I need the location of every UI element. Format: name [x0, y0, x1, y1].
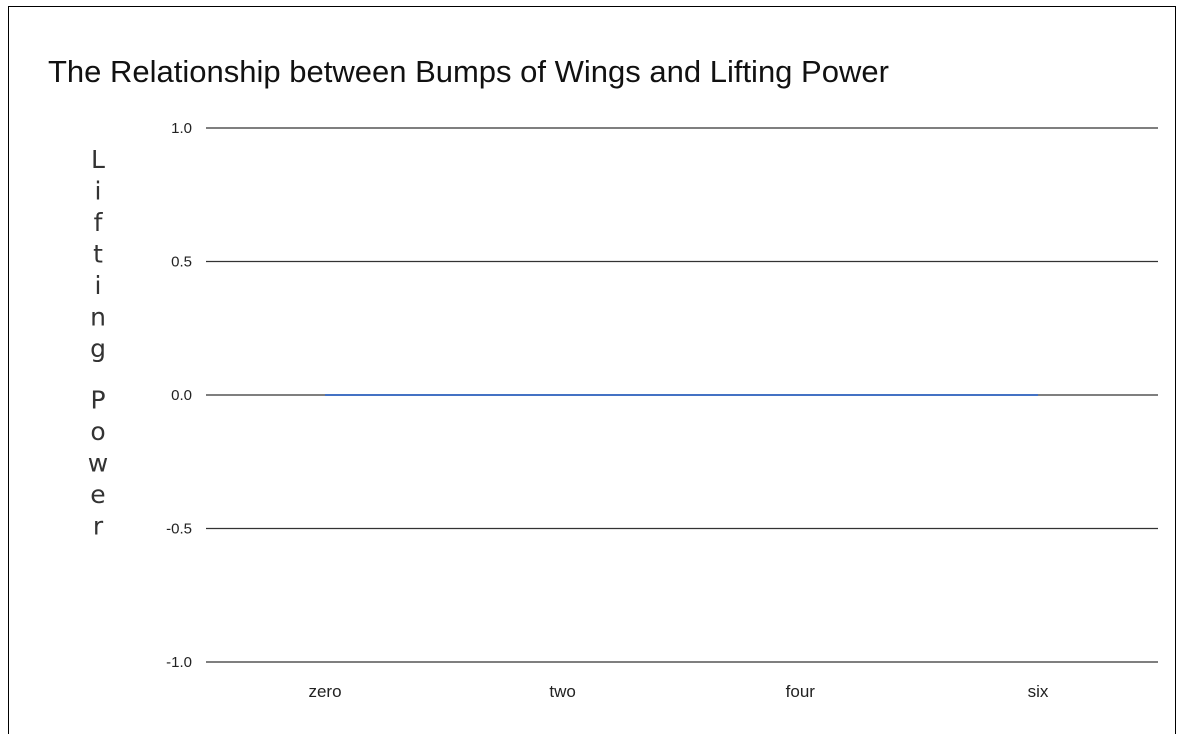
y-axis-label-char: f: [94, 208, 104, 237]
x-tick-label: four: [786, 682, 816, 701]
chart-title: The Relationship between Bumps of Wings …: [48, 54, 889, 89]
y-axis-label-char: L: [91, 145, 105, 174]
y-axis-label-char: t: [93, 240, 103, 269]
y-axis-label-char: i: [95, 271, 102, 300]
y-tick-label: 0.5: [171, 254, 192, 271]
y-tick-labels: 1.0 0.5 0.0 -0.5 -1.0: [166, 120, 192, 671]
y-axis-label-char: r: [93, 512, 104, 541]
y-tick-label: -0.5: [166, 521, 192, 538]
y-axis-label-char: n: [90, 303, 106, 332]
y-axis-label-char: g: [90, 334, 106, 363]
y-axis-label-char: e: [90, 480, 105, 509]
y-tick-label: -1.0: [166, 654, 192, 671]
y-axis-label-char: i: [95, 177, 102, 206]
x-tick-label: zero: [308, 682, 341, 701]
y-axis-label-char: o: [90, 417, 105, 446]
y-tick-label: 0.0: [171, 387, 192, 404]
x-tick-label: six: [1028, 682, 1049, 701]
y-axis-label-char: w: [88, 449, 108, 478]
chart-frame: [8, 6, 1176, 734]
x-tick-labels: zero two four six: [308, 682, 1048, 701]
y-axis-label-char: P: [90, 386, 105, 415]
y-tick-label: 1.0: [171, 120, 192, 137]
x-tick-label: two: [549, 682, 575, 701]
